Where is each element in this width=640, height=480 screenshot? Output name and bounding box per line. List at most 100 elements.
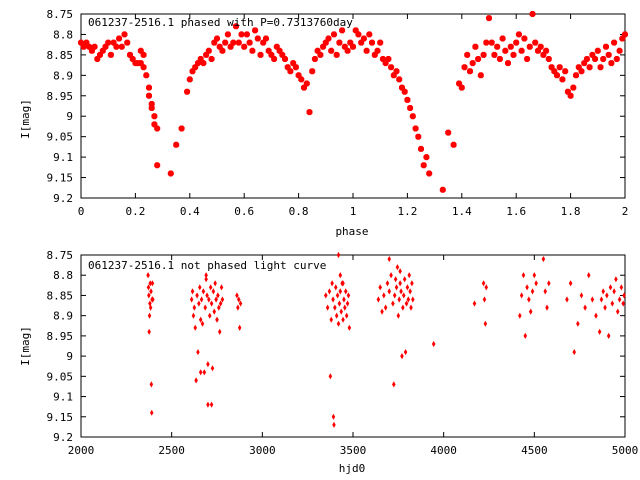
y-tick-label: 8.95	[47, 330, 74, 343]
data-point	[405, 284, 410, 291]
data-point	[190, 288, 195, 295]
data-point	[200, 60, 207, 67]
y-axis-label: I[mag]	[19, 326, 32, 366]
data-point	[150, 409, 154, 416]
x-tick-label: 2500	[158, 444, 185, 457]
data-point	[333, 304, 337, 311]
y-tick-label: 9.1	[53, 151, 73, 164]
data-point	[147, 328, 151, 335]
data-point	[151, 296, 155, 303]
data-point	[121, 31, 128, 38]
data-point	[576, 320, 580, 327]
data-point	[543, 47, 550, 54]
data-point	[527, 296, 531, 303]
data-point	[567, 92, 574, 99]
data-point	[622, 31, 628, 38]
data-point	[608, 284, 613, 291]
data-point	[426, 170, 433, 177]
data-point	[331, 413, 336, 420]
data-point	[328, 47, 335, 54]
data-point	[513, 39, 520, 46]
x-tick-label: 1.4	[452, 205, 472, 218]
y-tick-label: 8.8	[53, 269, 73, 282]
data-point	[477, 72, 484, 79]
data-point	[543, 288, 547, 295]
data-point	[488, 39, 495, 46]
data-point	[206, 401, 210, 408]
data-point	[400, 353, 404, 360]
data-point	[528, 308, 533, 315]
data-point	[394, 284, 399, 291]
data-point	[243, 31, 250, 38]
data-point	[342, 296, 346, 303]
data-point	[324, 292, 328, 299]
data-point	[339, 308, 343, 315]
y-axis-label: I[mag]	[19, 99, 32, 139]
data-point	[387, 256, 391, 263]
data-point	[282, 56, 288, 62]
data-point	[355, 31, 362, 38]
data-point	[415, 133, 422, 140]
data-point	[592, 56, 599, 62]
data-point	[105, 39, 112, 46]
data-point	[334, 312, 339, 319]
data-point	[193, 324, 197, 331]
data-point	[254, 35, 261, 42]
x-tick-label: 1.6	[506, 205, 526, 218]
data-point	[149, 381, 154, 388]
y-tick-label: 8.95	[47, 90, 74, 103]
x-tick-label: 2000	[68, 444, 95, 457]
data-point	[237, 324, 242, 331]
data-point	[450, 141, 457, 148]
data-point	[338, 288, 343, 295]
y-tick-label: 9.1	[53, 391, 73, 404]
data-point	[594, 47, 601, 54]
data-point	[515, 31, 522, 38]
data-point	[198, 284, 202, 291]
y-tick-label: 8.85	[47, 289, 74, 302]
data-point	[150, 280, 155, 287]
data-point	[532, 39, 539, 46]
data-point	[387, 288, 391, 295]
y-tick-label: 9.15	[47, 411, 74, 424]
data-point	[597, 328, 602, 335]
data-point	[116, 35, 123, 42]
data-point	[524, 56, 531, 62]
data-point	[481, 280, 486, 287]
data-point	[148, 105, 155, 111]
data-point	[205, 47, 212, 54]
unphased-light-curve-panel: 8.75 8.8 8.85 8.9 8.95 9 9.05 9.1 9.15 9.2 2000 25…	[19, 249, 638, 475]
data-point	[237, 296, 241, 303]
data-point	[408, 288, 412, 295]
data-point	[224, 31, 231, 38]
data-point	[335, 292, 340, 299]
data-point	[212, 308, 216, 315]
data-point	[616, 47, 623, 54]
data-point	[195, 292, 199, 299]
y-tick-label: 8.75	[47, 8, 74, 21]
data-point	[391, 300, 395, 307]
data-point	[547, 280, 551, 287]
data-point	[389, 272, 393, 279]
data-point	[597, 64, 604, 71]
x-tick-label: 1.2	[397, 205, 417, 218]
x-tick-label: 0.4	[180, 205, 200, 218]
data-point	[329, 316, 333, 323]
data-point	[214, 296, 218, 303]
data-point	[341, 280, 345, 287]
data-point	[402, 292, 406, 299]
data-points	[146, 251, 626, 428]
data-point	[594, 312, 598, 319]
data-point	[565, 296, 569, 303]
data-point	[418, 145, 424, 152]
data-point	[396, 312, 401, 319]
data-point	[480, 51, 487, 58]
data-point	[507, 43, 514, 50]
data-point	[332, 421, 336, 428]
data-points	[78, 11, 628, 193]
data-point	[541, 256, 546, 263]
data-point	[482, 296, 487, 303]
data-point	[605, 292, 609, 299]
data-point	[383, 304, 388, 311]
y-tick-label: 9.15	[47, 172, 74, 185]
